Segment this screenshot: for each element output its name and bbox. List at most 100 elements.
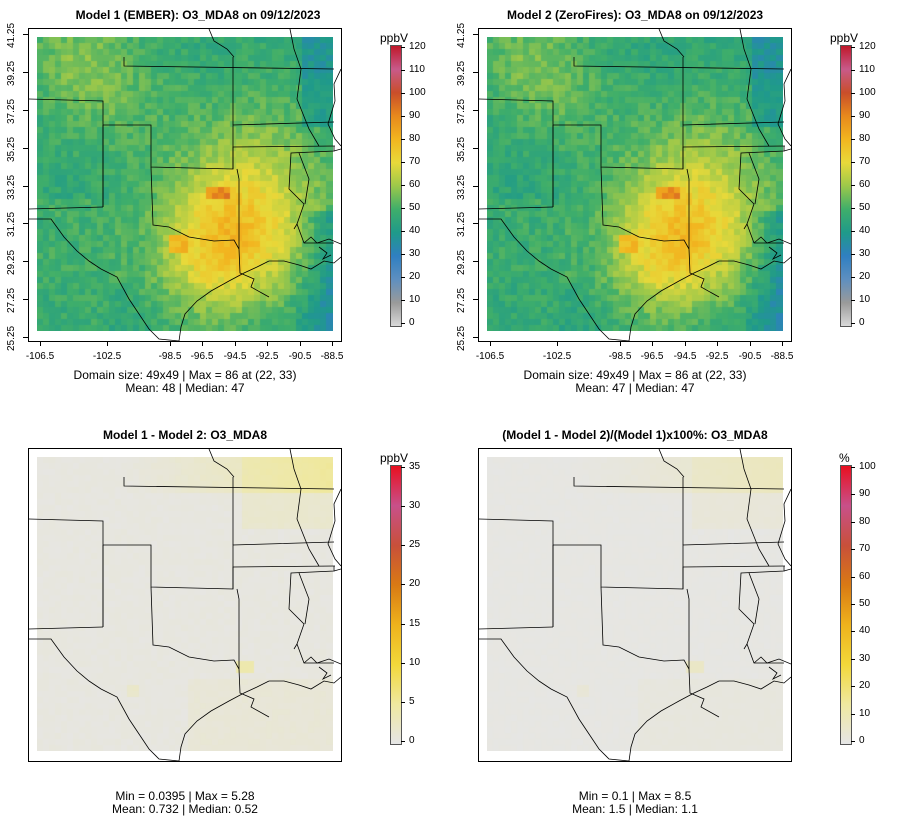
boundary-line bbox=[739, 29, 770, 147]
x-tick-mark bbox=[300, 341, 301, 346]
boundary-line bbox=[553, 121, 785, 170]
boundary-line bbox=[236, 588, 240, 669]
colorbar-tick-mark bbox=[401, 162, 405, 163]
colorbar-tick-mark bbox=[401, 185, 405, 186]
boundary-line bbox=[333, 568, 341, 572]
colorbar-tick-label: 30 bbox=[409, 500, 421, 512]
boundary-line bbox=[29, 626, 104, 630]
colorbar-tick-label: 80 bbox=[859, 133, 871, 144]
panel-title: Model 1 - Model 2: O3_MDA8 bbox=[102, 428, 268, 442]
x-tick-label: -102.5 bbox=[92, 351, 122, 362]
boundary-line bbox=[479, 206, 554, 210]
boundary-line bbox=[600, 586, 690, 670]
boundary-line bbox=[289, 449, 320, 567]
boundary-line bbox=[238, 248, 270, 298]
colorbar-tick-mark bbox=[851, 686, 855, 688]
boundary-line bbox=[293, 643, 298, 650]
boundary-line bbox=[777, 488, 791, 567]
boundary-line bbox=[318, 246, 332, 261]
y-tick-label: 29.25 bbox=[456, 250, 467, 276]
y-tick-mark bbox=[23, 71, 28, 73]
boundary-line bbox=[600, 166, 690, 250]
panel-model2: Model 2 (ZeroFires): O3_MDA8 on 09/12/20… bbox=[450, 0, 900, 410]
y-tick-label: 25.25 bbox=[6, 325, 17, 351]
x-tick-mark bbox=[620, 341, 621, 346]
y-tick-label: 31.25 bbox=[6, 212, 17, 238]
x-tick-label: -90.5 bbox=[738, 351, 762, 362]
y-tick-mark bbox=[473, 337, 478, 338]
boundary-line bbox=[686, 588, 690, 669]
colorbar bbox=[390, 45, 402, 327]
stats-line-2: Mean: 1.5 | Median: 1.1 bbox=[572, 802, 698, 816]
colorbar-tick-label: 60 bbox=[859, 179, 871, 190]
y-tick-mark bbox=[473, 34, 478, 35]
x-tick-mark bbox=[652, 341, 653, 346]
y-tick-label: 25.25 bbox=[456, 325, 467, 351]
colorbar-tick-mark bbox=[401, 584, 405, 586]
boundary-line bbox=[236, 168, 240, 249]
colorbar-tick-mark bbox=[851, 185, 855, 186]
boundary-line bbox=[719, 256, 791, 270]
boundary-line bbox=[686, 168, 690, 249]
stats-line-2: Mean: 48 | Median: 47 bbox=[125, 381, 245, 395]
colorbar-tick-mark bbox=[401, 116, 405, 117]
boundary-line bbox=[479, 98, 554, 207]
boundary-line bbox=[768, 246, 782, 261]
colorbar-tick-mark bbox=[401, 277, 405, 278]
colorbar-tick-mark bbox=[401, 741, 405, 742]
x-tick-label: -96.5 bbox=[640, 351, 664, 362]
panel-title: Model 1 (EMBER): O3_MDA8 on 09/12/2023 bbox=[75, 8, 321, 22]
colorbar-tick-label: 70 bbox=[859, 543, 871, 555]
colorbar-tick-label: 0 bbox=[409, 317, 415, 328]
x-tick-mark bbox=[267, 341, 268, 346]
colorbar-tick-mark bbox=[851, 467, 855, 468]
y-tick-mark bbox=[23, 299, 28, 301]
x-tick-mark bbox=[557, 341, 558, 346]
state-boundaries bbox=[29, 449, 341, 761]
x-tick-label: -106.5 bbox=[475, 351, 505, 362]
colorbar-tick-mark bbox=[401, 545, 405, 547]
map-plot-area bbox=[478, 28, 792, 342]
colorbar-tick-label: 20 bbox=[409, 578, 421, 590]
colorbar-tick-label: 50 bbox=[409, 202, 421, 213]
y-tick-mark bbox=[23, 223, 28, 225]
colorbar-tick-mark bbox=[851, 494, 855, 496]
colorbar-tick-label: 20 bbox=[409, 271, 421, 282]
ozone-field-grid bbox=[37, 37, 333, 331]
y-tick-mark bbox=[23, 34, 28, 35]
colorbar-tick-label: 80 bbox=[409, 133, 421, 144]
colorbar-tick-label: 30 bbox=[409, 248, 421, 259]
boundary-line bbox=[688, 668, 720, 718]
colorbar-tick-label: 0 bbox=[859, 735, 865, 746]
colorbar-tick-label: 10 bbox=[409, 656, 421, 668]
colorbar-unit: ppbV bbox=[380, 451, 409, 465]
boundary-line bbox=[743, 643, 748, 650]
colorbar-tick-mark bbox=[401, 139, 405, 140]
y-tick-label: 31.25 bbox=[456, 212, 467, 238]
colorbar-tick-mark bbox=[851, 139, 855, 140]
boundary-line bbox=[298, 152, 310, 205]
colorbar-tick-mark bbox=[401, 254, 405, 255]
boundary-line bbox=[748, 152, 760, 205]
y-tick-mark bbox=[473, 261, 478, 263]
colorbar-tick-mark bbox=[851, 300, 855, 301]
y-tick-label: 33.25 bbox=[456, 174, 467, 200]
colorbar-tick-label: 120 bbox=[859, 41, 876, 52]
boundary-line bbox=[682, 145, 786, 169]
boundary-line bbox=[238, 668, 270, 718]
boundary-line bbox=[479, 638, 630, 761]
state-boundaries bbox=[29, 29, 341, 341]
boundary-line bbox=[658, 29, 685, 58]
boundary-line bbox=[628, 680, 720, 761]
colorbar-unit: ppbV bbox=[380, 31, 409, 45]
colorbar-unit: ppbV bbox=[830, 31, 859, 45]
x-tick-label: -102.5 bbox=[542, 351, 572, 362]
colorbar-tick-mark bbox=[851, 323, 855, 324]
boundary-line bbox=[178, 680, 270, 761]
colorbar-tick-mark bbox=[851, 658, 855, 660]
x-tick-mark bbox=[202, 341, 203, 346]
y-tick-mark bbox=[473, 185, 478, 187]
boundary-line bbox=[303, 236, 341, 245]
colorbar-tick-mark bbox=[401, 323, 405, 324]
y-tick-label: 29.25 bbox=[6, 250, 17, 276]
